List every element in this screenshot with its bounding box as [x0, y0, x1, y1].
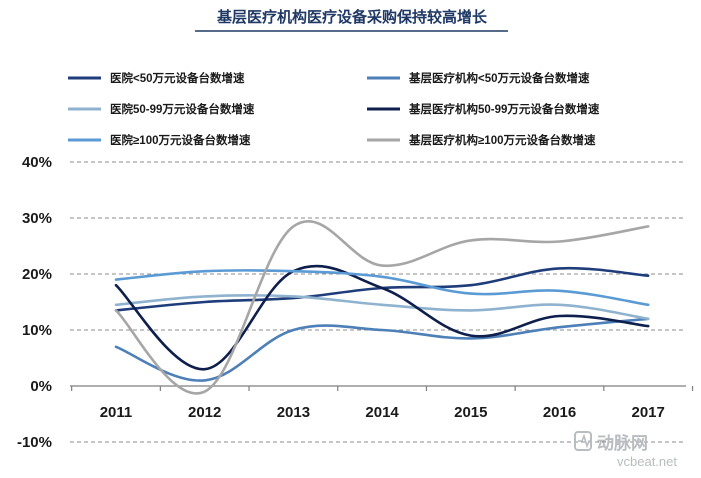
- legend-label: 医院50-99万元设备台数增速: [110, 102, 255, 116]
- y-tick-label: 0%: [30, 378, 52, 395]
- x-tick-label: 2011: [100, 404, 133, 421]
- y-tick-label: 20%: [22, 266, 52, 283]
- x-axis: 2011 2012 2013 2014 2015 2016 2017: [70, 385, 694, 421]
- series-line: [114, 219, 650, 395]
- y-tick-label: 40%: [22, 154, 52, 171]
- legend: 医院<50万元设备台数增速 基层医疗机构<50万元设备台数增速医院50-99万元设…: [68, 71, 600, 147]
- watermark: 动脉网 vcbeat.net: [574, 431, 677, 469]
- x-tick-label: 2014: [365, 404, 399, 421]
- series-lines: [114, 219, 650, 395]
- y-axis-ticks: -10% 0% 10% 20% 30% 40%: [17, 154, 52, 451]
- y-tick-label: 30%: [22, 210, 52, 227]
- chart-title: 基层医疗机构医疗设备采购保持较高增长: [216, 8, 488, 26]
- x-tick-label: 2012: [188, 404, 221, 421]
- watermark-brand: 动脉网: [597, 433, 648, 454]
- series-line: [114, 293, 650, 321]
- series-line: [114, 317, 650, 382]
- series-line: [114, 264, 650, 371]
- legend-label: 医院≥100万元设备台数增速: [110, 133, 251, 147]
- legend-label: 基层医疗机构50-99万元设备台数增速: [408, 102, 600, 116]
- x-tick-label: 2016: [543, 404, 576, 421]
- x-tick-label: 2013: [277, 404, 310, 421]
- x-tick-label: 2017: [632, 404, 665, 421]
- y-tick-label: -10%: [17, 434, 52, 451]
- x-tick-label: 2015: [454, 404, 487, 421]
- gridlines: [70, 161, 686, 443]
- watermark-pulse-icon: [578, 433, 592, 449]
- legend-label: 基层医疗机构≥100万元设备台数增速: [408, 133, 596, 147]
- legend-label: 医院<50万元设备台数增速: [110, 71, 245, 85]
- legend-label: 基层医疗机构<50万元设备台数增速: [408, 71, 590, 85]
- series-line: [114, 268, 650, 307]
- watermark-url: vcbeat.net: [617, 454, 677, 469]
- y-tick-label: 10%: [22, 322, 52, 339]
